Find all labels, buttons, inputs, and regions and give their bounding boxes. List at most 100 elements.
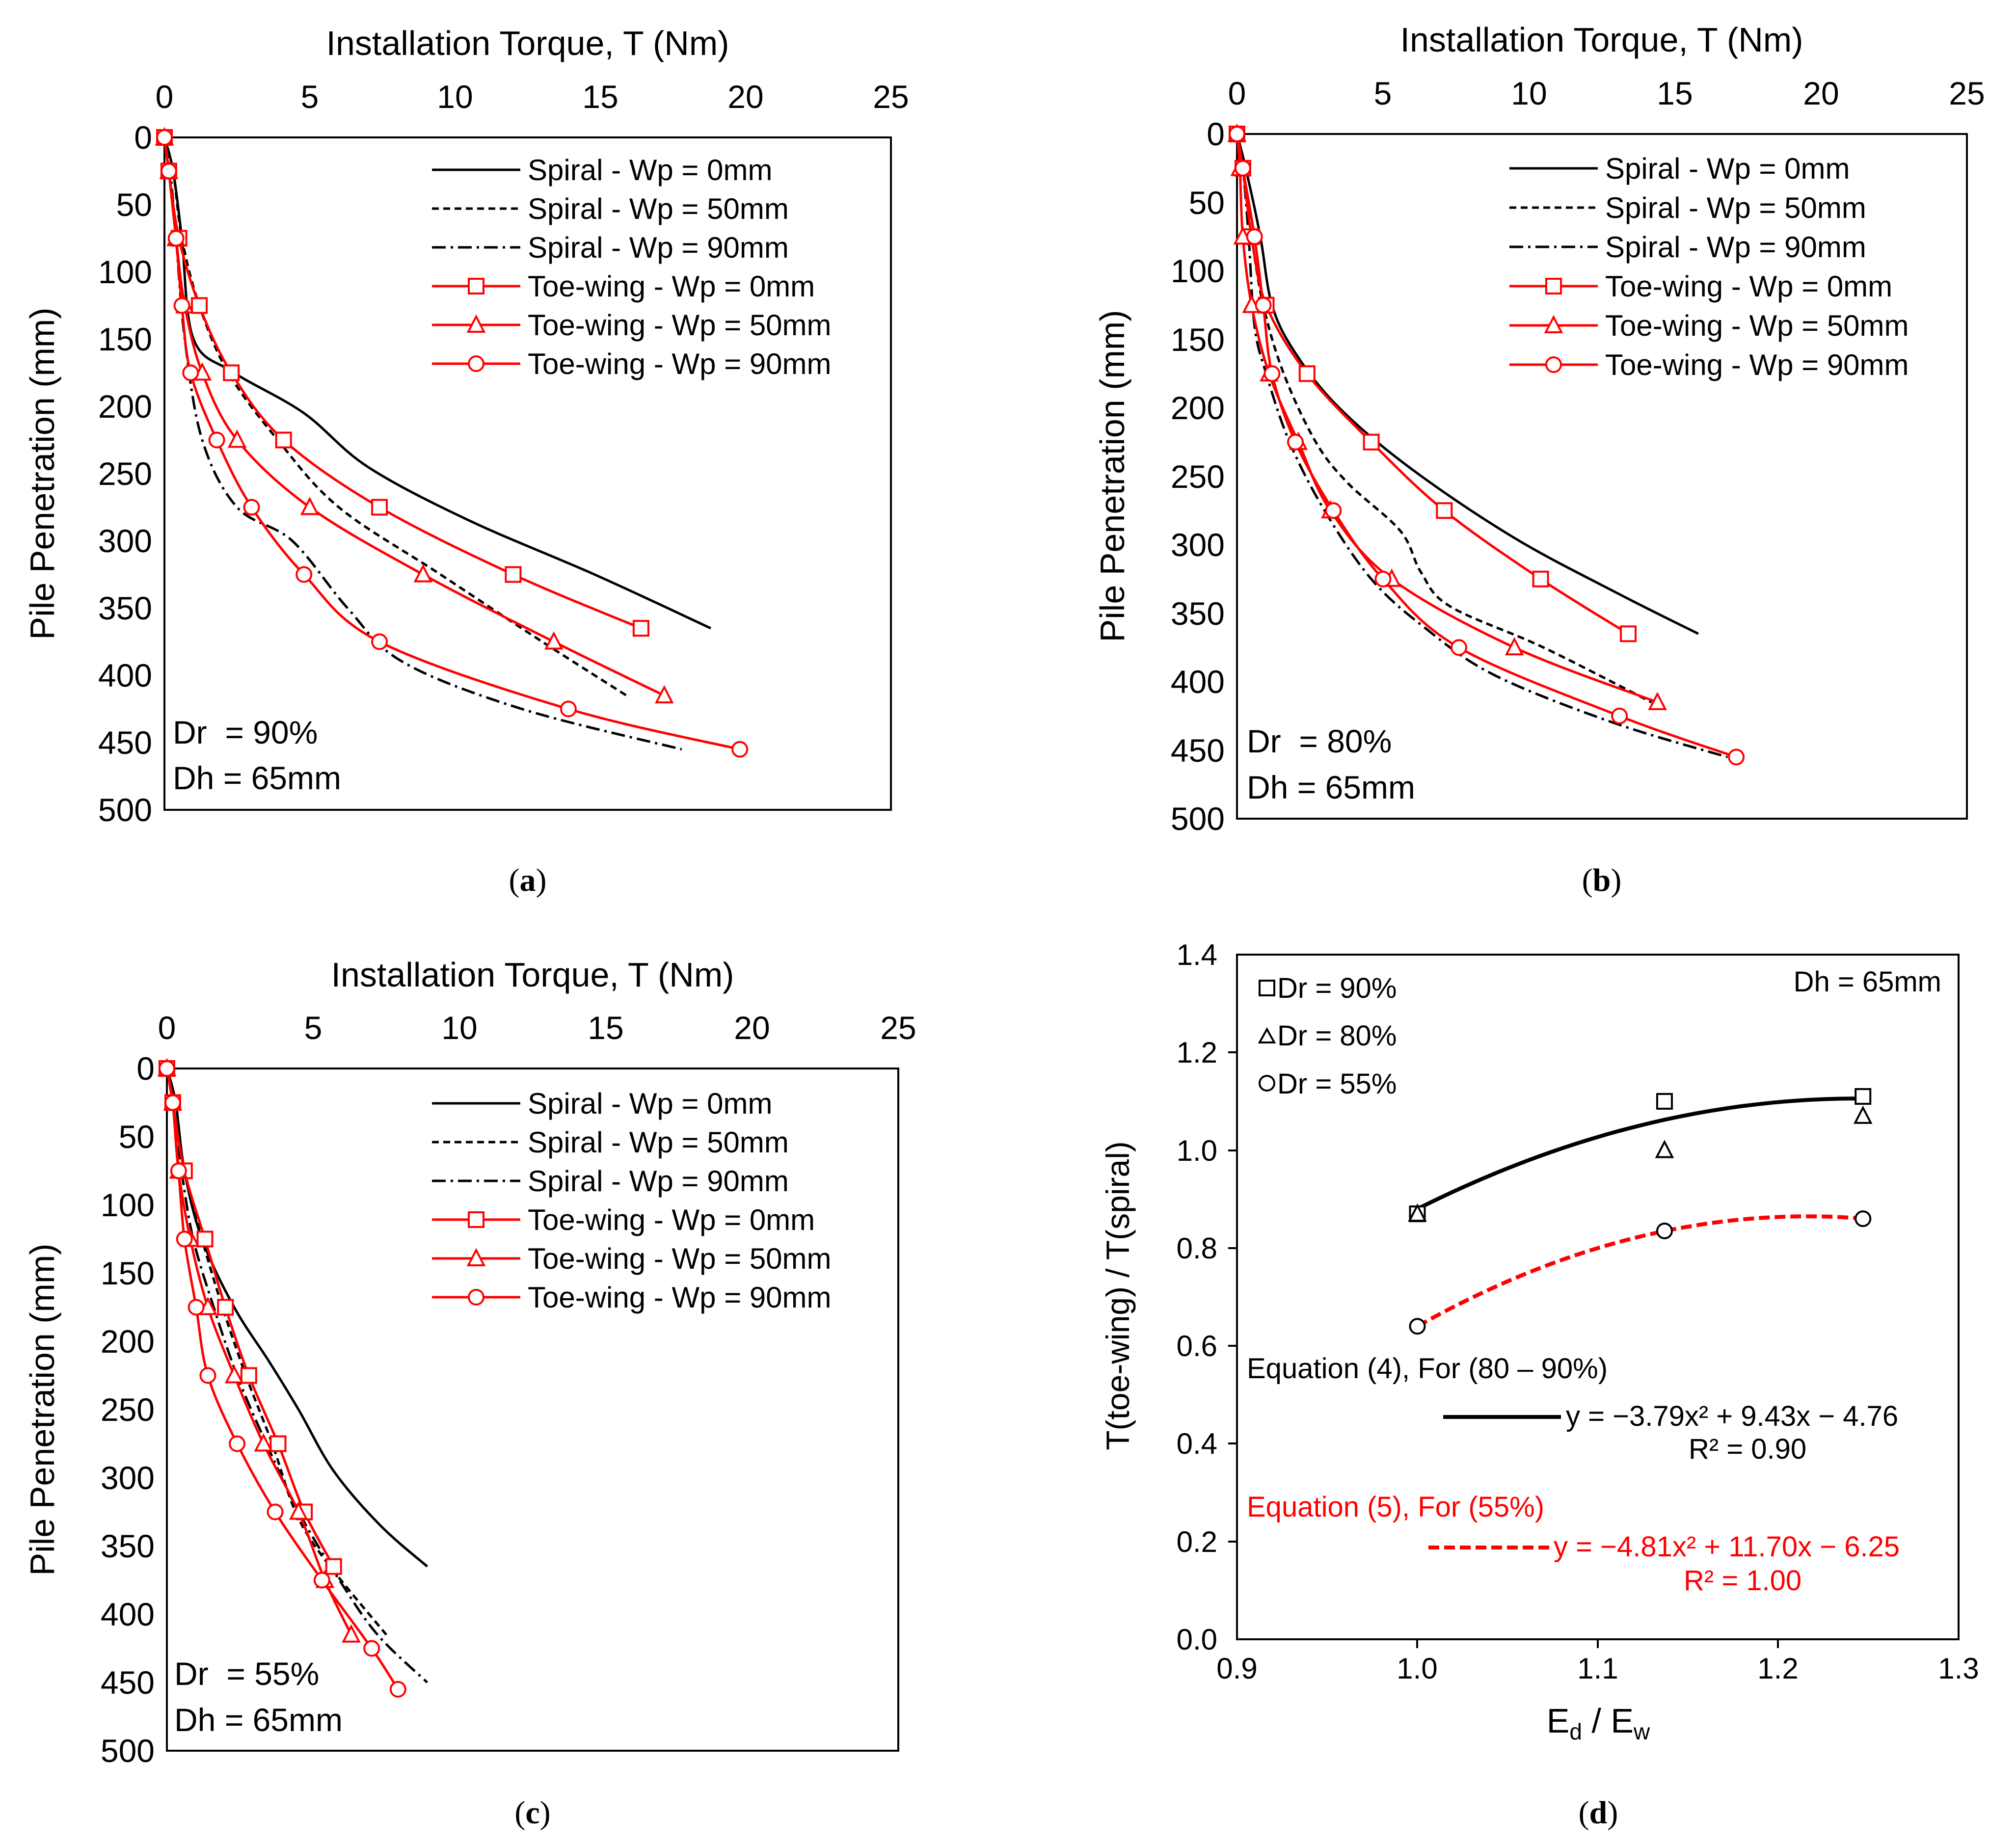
data-point-toe-wing-wp-0mm (371, 499, 388, 516)
y-tick-label: 0 (1207, 116, 1225, 152)
legend-label: Toe-wing - Wp = 0mm (528, 270, 815, 303)
y-tick-label: 400 (98, 657, 152, 694)
panel-b: Installation Torque, T (Nm) Pile Penetra… (1093, 21, 1985, 898)
data-point-toe-wing-wp-0mm (1436, 502, 1453, 519)
legend-marker (1545, 356, 1562, 373)
legend-label: Spiral - Wp = 90mm (528, 1165, 789, 1198)
data-point-toe-wing-wp-90mm (363, 1640, 380, 1657)
data-point-toe-wing-wp-90mm (229, 1435, 246, 1452)
data-point-toe-wing-wp-90mm (313, 1572, 330, 1589)
x-tick-label: 1.3 (1938, 1652, 1979, 1685)
data-point-toe-wing-wp-90mm (1287, 433, 1304, 451)
data-point-toe-wing-wp-90mm (188, 1299, 205, 1316)
x-tick-label: 5 (304, 1010, 323, 1046)
data-point-toe-wing-wp-0mm (632, 620, 649, 637)
x-tick-label: 5 (1374, 75, 1392, 111)
y-tick-label: 0 (134, 119, 152, 156)
series-line-toe-wing-wp-0mm (1236, 133, 1629, 635)
x-tick-label: 0 (1228, 75, 1246, 111)
legend-marker (468, 1289, 484, 1306)
panel-a-dh-label: Dh = 65mm (173, 760, 341, 796)
x-title-slash: / E (1582, 1702, 1634, 1740)
data-point-toe-wing-wp-50mm (1648, 692, 1667, 710)
legend-label: Toe-wing - Wp = 50mm (528, 309, 832, 342)
x-tick-label: 1.2 (1757, 1652, 1798, 1685)
data-point-toe-wing-wp-90mm (1728, 748, 1745, 766)
data-point-toe-wing-wp-0mm (191, 297, 208, 314)
panel-c-dh-label: Dh = 65mm (174, 1702, 343, 1738)
y-tick-label: 50 (1189, 185, 1225, 221)
x-tick-label: 15 (588, 1010, 623, 1046)
y-tick-label: 150 (101, 1255, 155, 1291)
panel-a: Installation Torque, T (Nm) Pile Penetra… (23, 24, 909, 898)
x-tick-label: 0 (158, 1010, 176, 1046)
y-tick-label: 300 (1171, 527, 1225, 563)
panel-b-caption: (b) (1582, 862, 1622, 898)
legend-label: Spiral - Wp = 0mm (528, 1087, 772, 1120)
data-point-toe-wing-wp-50mm (413, 564, 433, 583)
data-point-toe-wing-wp-90mm (560, 700, 577, 718)
data-point-toe-wing-wp-90mm (1229, 126, 1245, 142)
data-point-toe-wing-wp-0mm (1620, 625, 1637, 642)
legend-label: Toe-wing - Wp = 50mm (528, 1242, 832, 1275)
legend-label: Spiral - Wp = 50mm (528, 1126, 789, 1159)
legend-label: Toe-wing - Wp = 90mm (528, 1281, 832, 1314)
series-line-spiral-wp-0mm (1236, 133, 1699, 635)
data-point-toe-wing-wp-90mm (208, 431, 225, 449)
data-point-dr-80- (1655, 1140, 1674, 1158)
data-point-toe-wing-wp-0mm (505, 566, 522, 583)
eq4-formula: y = −3.79x² + 9.43x − 4.76 (1566, 1400, 1898, 1432)
y-tick-label: 300 (101, 1460, 155, 1496)
panel-c-dr-label: Dr = 55% (174, 1655, 319, 1692)
y-tick-label: 1.0 (1177, 1134, 1217, 1167)
eq4-r-squared: R² = 0.90 (1689, 1433, 1806, 1465)
series-line-spiral-wp-90mm (1236, 133, 1728, 758)
panel-a-y-ticks: 0 50 100 150 200 250 300 350 400 450 500 (98, 119, 152, 828)
data-point-toe-wing-wp-90mm (199, 1367, 216, 1384)
data-point-toe-wing-wp-50mm (300, 497, 320, 515)
y-tick-label: 1.2 (1177, 1036, 1217, 1069)
legend-label: Spiral - Wp = 50mm (1605, 191, 1866, 224)
data-point-toe-wing-wp-0mm (1363, 433, 1380, 451)
series-line-toe-wing-wp-90mm (1236, 133, 1737, 758)
panel-b-dr-label: Dr = 80% (1247, 723, 1392, 759)
x-title-sub-w: w (1633, 1719, 1650, 1744)
data-point-dr-80- (1408, 1203, 1427, 1222)
x-tick-label: 25 (880, 1010, 916, 1046)
data-point-toe-wing-wp-90mm (167, 230, 185, 247)
panel-b-dh-label: Dh = 65mm (1247, 769, 1415, 805)
legend-label: Dr = 55% (1277, 1068, 1397, 1100)
data-point-dr-80- (1853, 1105, 1873, 1124)
data-point-toe-wing-wp-90mm (371, 633, 388, 650)
panel-d-legend: Dr = 90% Dr = 80% Dr = 55% (1258, 972, 1397, 1100)
legend-marker (468, 355, 484, 372)
data-point-toe-wing-wp-0mm (223, 364, 240, 381)
y-tick-label: 400 (1171, 664, 1225, 700)
panel-c-series (157, 1058, 429, 1698)
legend-line-toewing-50 (1509, 315, 1598, 333)
x-tick-label: 1.0 (1397, 1652, 1437, 1685)
y-tick-label: 100 (1171, 253, 1225, 289)
data-point-toe-wing-wp-90mm (1451, 639, 1468, 656)
y-tick-label: 350 (101, 1528, 155, 1564)
panel-c-y-axis-title: Pile Penetration (mm) (23, 1244, 61, 1576)
x-tick-label: 10 (437, 79, 473, 115)
legend-line-toewing-0 (432, 1211, 520, 1228)
x-tick-label: 25 (1949, 75, 1985, 111)
y-tick-label: 500 (1171, 801, 1225, 837)
legend-label: Spiral - Wp = 50mm (528, 192, 789, 225)
y-tick-label: 350 (98, 590, 152, 626)
data-point-dr-55- (1656, 1222, 1673, 1239)
y-tick-label: 500 (98, 792, 152, 828)
data-point-toe-wing-wp-90mm (389, 1681, 406, 1698)
data-point-toe-wing-wp-90mm (1611, 707, 1628, 724)
legend-line-toewing-90 (432, 1289, 520, 1306)
data-point-toe-wing-wp-50mm (544, 631, 564, 650)
y-tick-label: 50 (119, 1119, 155, 1155)
data-point-toe-wing-wp-50mm (224, 1365, 244, 1384)
data-point-toe-wing-wp-90mm (1325, 502, 1342, 519)
panel-d: T(toe-wing) / T(spiral) Ed / Ew 0.9 1.0 … (1100, 938, 1979, 1831)
legend-line-toewing-0 (1509, 278, 1598, 294)
panel-a-y-axis-title: Pile Penetration (mm) (23, 308, 61, 640)
x-tick-label: 20 (1803, 75, 1839, 111)
